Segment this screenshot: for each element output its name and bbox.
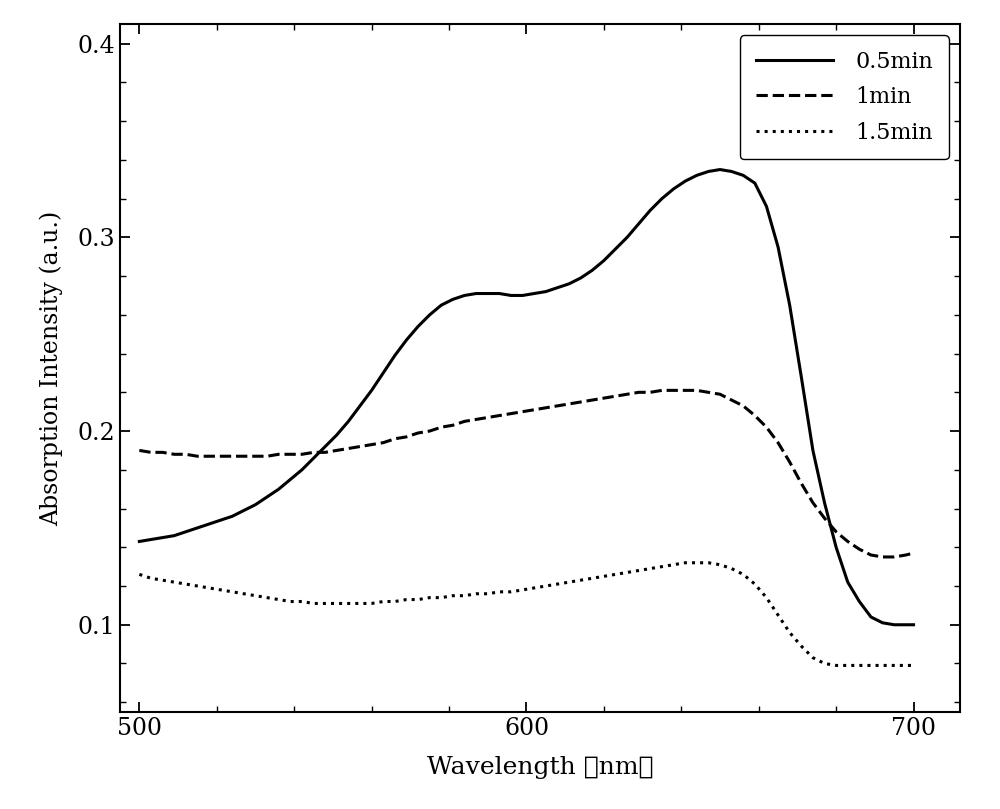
1min — [760, 422, 772, 432]
1.5min — [842, 661, 854, 671]
0.5min — [888, 620, 900, 629]
1min — [133, 446, 145, 455]
0.5min — [714, 165, 726, 175]
1min — [908, 549, 920, 558]
1.5min — [830, 661, 842, 671]
Line: 1.5min: 1.5min — [139, 563, 914, 666]
0.5min — [853, 597, 865, 607]
1.5min — [679, 558, 691, 568]
1min — [702, 388, 714, 397]
1.5min — [702, 558, 714, 568]
1.5min — [760, 593, 772, 603]
0.5min — [760, 201, 772, 211]
1.5min — [853, 661, 865, 671]
0.5min — [691, 171, 703, 180]
Y-axis label: Absorption Intensity (a.u.): Absorption Intensity (a.u.) — [40, 210, 64, 526]
1min — [830, 527, 842, 536]
Line: 1min: 1min — [139, 391, 914, 557]
1.5min — [133, 570, 145, 579]
0.5min — [133, 536, 145, 546]
1min — [668, 386, 680, 396]
0.5min — [830, 542, 842, 552]
1min — [842, 536, 854, 546]
Line: 0.5min: 0.5min — [139, 170, 914, 625]
1.5min — [908, 661, 920, 671]
0.5min — [842, 578, 854, 587]
0.5min — [656, 193, 668, 203]
1min — [656, 386, 668, 396]
Legend: 0.5min, 1min, 1.5min: 0.5min, 1min, 1.5min — [740, 36, 949, 159]
0.5min — [908, 620, 920, 629]
1.5min — [656, 561, 668, 571]
1.5min — [865, 661, 877, 671]
1min — [877, 552, 889, 561]
X-axis label: Wavelength （nm）: Wavelength （nm） — [427, 756, 653, 779]
1min — [853, 544, 865, 554]
